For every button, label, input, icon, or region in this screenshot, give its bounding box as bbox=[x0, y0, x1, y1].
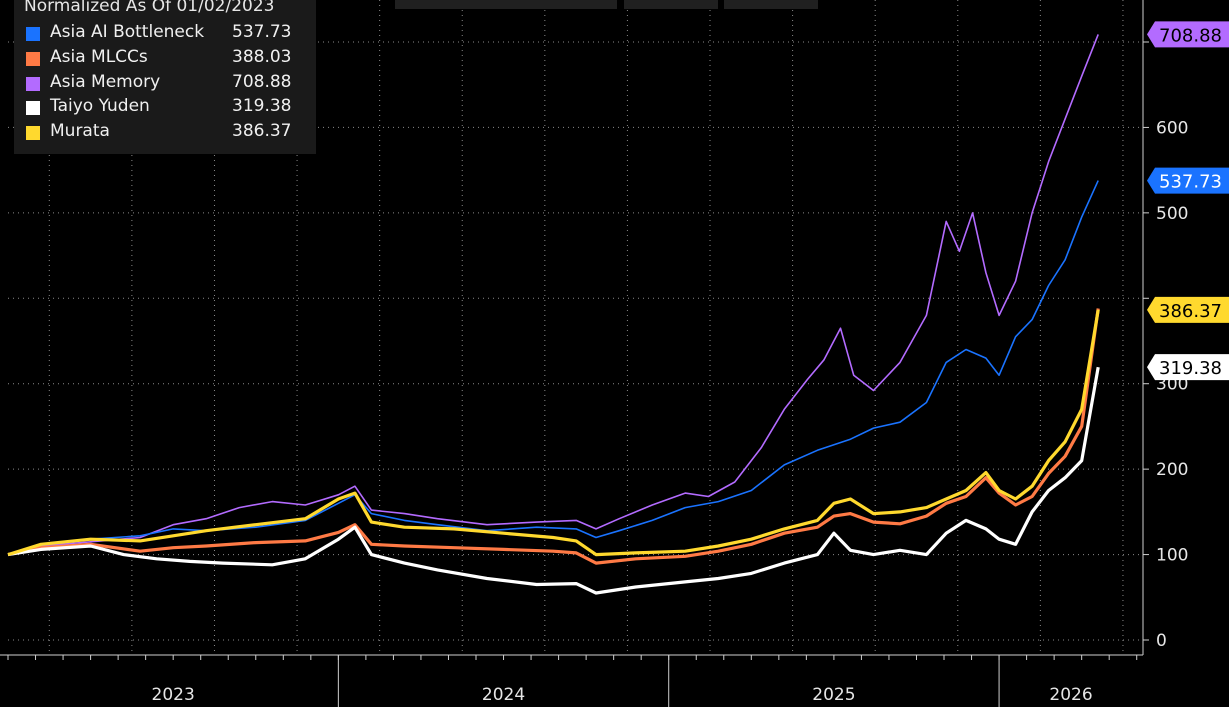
x-axis: 2023 2024 2025 2026 bbox=[0, 654, 1143, 707]
legend-swatch bbox=[26, 27, 40, 41]
legend-item-value: 319.38 bbox=[232, 96, 292, 116]
legend-item-label: Asia MLCCs bbox=[50, 47, 148, 67]
value-tag bbox=[1147, 354, 1229, 381]
legend-title: Normalized As Of 01/02/2023 bbox=[24, 0, 275, 16]
series-line bbox=[7, 309, 1100, 557]
value-tag-label: 386.37 bbox=[1159, 301, 1222, 322]
y-tick-label: 200 bbox=[1156, 460, 1188, 480]
legend-item-value: 537.73 bbox=[232, 22, 292, 42]
x-tick-label: 2023 bbox=[152, 685, 195, 705]
legend-swatch bbox=[26, 77, 40, 91]
legend-item-label: Murata bbox=[50, 121, 110, 141]
series-lines bbox=[7, 34, 1100, 595]
x-tick-label: 2026 bbox=[1049, 685, 1092, 705]
legend: Normalized As Of 01/02/2023 Asia AI Bott… bbox=[14, 0, 316, 154]
toolbar-stub[interactable] bbox=[724, 0, 818, 9]
y-tick-label: 600 bbox=[1156, 118, 1188, 138]
legend-item[interactable]: Asia MLCCs 388.03 bbox=[24, 47, 314, 71]
legend-item-value: 386.37 bbox=[232, 121, 292, 141]
x-tick-label: 2025 bbox=[812, 685, 855, 705]
y-tick-label: 500 bbox=[1156, 204, 1188, 224]
legend-swatch bbox=[26, 52, 40, 66]
legend-item-label: Asia Memory bbox=[50, 72, 161, 92]
value-tag bbox=[1147, 296, 1229, 323]
legend-item-value: 388.03 bbox=[232, 47, 292, 67]
value-tag-label: 537.73 bbox=[1159, 172, 1222, 193]
legend-item-label: Taiyo Yuden bbox=[50, 96, 150, 116]
legend-item-value: 708.88 bbox=[232, 72, 292, 92]
legend-item[interactable]: Taiyo Yuden 319.38 bbox=[24, 96, 314, 120]
value-tag bbox=[1147, 21, 1229, 48]
last-value-tags: 708.88 537.73 386.37 319.38 bbox=[1147, 21, 1229, 381]
legend-item-label: Asia AI Bottleneck bbox=[50, 22, 205, 42]
value-tag bbox=[1147, 167, 1229, 194]
series-line bbox=[7, 34, 1099, 556]
y-tick-label: 100 bbox=[1156, 546, 1188, 566]
legend-item[interactable]: Asia AI Bottleneck 537.73 bbox=[24, 22, 314, 46]
toolbar-stub[interactable] bbox=[395, 0, 617, 9]
legend-swatch bbox=[26, 101, 40, 115]
legend-swatch bbox=[26, 126, 40, 140]
series-line bbox=[7, 308, 1100, 565]
y-tick-label: 0 bbox=[1156, 631, 1167, 651]
series-line bbox=[7, 180, 1099, 556]
toolbar-stub[interactable] bbox=[624, 0, 718, 9]
x-tick-label: 2024 bbox=[482, 685, 525, 705]
legend-item[interactable]: Asia Memory 708.88 bbox=[24, 72, 314, 96]
legend-item[interactable]: Murata 386.37 bbox=[24, 121, 314, 145]
value-tag-label: 319.38 bbox=[1159, 358, 1222, 379]
value-tag-label: 708.88 bbox=[1159, 25, 1222, 46]
series-line bbox=[7, 366, 1100, 595]
